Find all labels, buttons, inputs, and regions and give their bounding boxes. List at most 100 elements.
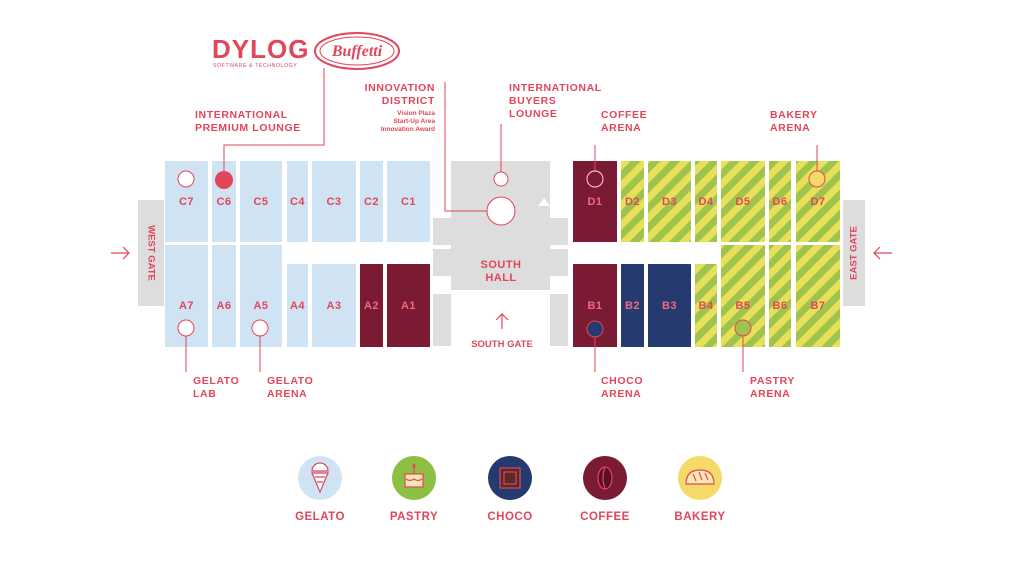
pastry-arena-label-1: PASTRY [750,375,795,387]
west-gate-arrow-icon [111,246,130,260]
hall-block-c3 [312,161,356,242]
legend-label-pastry: PASTRY [390,511,438,523]
hall-b6[interactable]: B6 [769,245,791,347]
hall-label-d7: D7 [810,196,825,208]
legend-coffee: COFFEE [580,456,630,523]
legend-label-choco: CHOCO [487,511,532,523]
innovation-district-marker [486,196,516,226]
hall-c1[interactable]: C1 [387,161,430,242]
hall-c2[interactable]: C2 [360,161,383,242]
buffetti-logo: Buffetti [314,32,400,70]
choco-arena-marker [586,320,604,338]
hall-block-b3 [648,264,691,347]
hall-a3[interactable]: A3 [312,264,356,347]
hall-b4[interactable]: B4 [695,264,717,347]
hall-block-a6 [212,245,236,347]
dylog-tagline: SOFTWARE & TECHNOLOGY [213,63,297,69]
hall-b7[interactable]: B7 [796,245,840,347]
west-gate-label: WEST GATE [145,225,156,281]
south-gate-label: SOUTH GATE [471,339,533,350]
hall-block-d6 [769,161,791,242]
legend-label-coffee: COFFEE [580,511,630,523]
cake-icon [404,463,424,488]
bakery-arena-label-1: BAKERY [770,109,818,121]
west-gate: WEST GATE [111,200,164,306]
hall-d7[interactable]: D7 [796,161,840,242]
bakery-arena-label-2: ARENA [770,122,810,134]
choco-arena-label-2: ARENA [601,388,641,400]
hall-label-d2: D2 [625,196,640,208]
buffetti-wordmark: Buffetti [331,43,383,60]
hall-block-d1 [573,161,617,242]
innovation-district-label-1: INNOVATION [365,82,435,94]
bread-icon [685,469,715,485]
buyers-lounge-label-3: LOUNGE [509,108,558,120]
hall-label-c5: C5 [253,196,268,208]
hall-c5[interactable]: C5 [240,161,282,242]
hall-label-c2: C2 [364,196,379,208]
hall-d1[interactable]: D1 [573,161,617,242]
hall-label-b7: B7 [810,300,825,312]
hall-label-d6: D6 [772,196,787,208]
hall-d3[interactable]: D3 [648,161,691,242]
hall-label-b5: B5 [735,300,750,312]
legend-bakery: BAKERY [674,456,725,523]
legend-label-gelato: GELATO [295,511,345,523]
hall-label-a4: A4 [290,300,305,312]
hall-block-c4 [287,161,308,242]
hall-label-b1: B1 [587,300,602,312]
south-gate: SOUTH GATE [471,313,533,350]
hall-d5[interactable]: D5 [721,161,765,242]
ice-cream-cone-icon [311,462,329,494]
hall-label-d1: D1 [587,196,602,208]
hall-a4[interactable]: A4 [287,264,308,347]
hall-c4[interactable]: C4 [287,161,308,242]
hall-label-c7: C7 [179,196,194,208]
legend-label-bakery: BAKERY [674,511,725,523]
hall-d6[interactable]: D6 [769,161,791,242]
innovation-sub-1: Vision Plaza [397,110,435,117]
gelato-arena-label-1: GELATO [267,375,313,387]
gelato-marker [177,170,195,188]
legend-pastry: PASTRY [390,456,438,523]
legend-gelato: GELATO [295,456,345,523]
hall-label-d3: D3 [662,196,677,208]
hall-d4[interactable]: D4 [695,161,717,242]
hall-label-b4: B4 [698,300,713,312]
hall-label-c3: C3 [326,196,341,208]
bakery-arena-marker [808,170,826,188]
hall-label-a2: A2 [364,300,379,312]
hall-c3[interactable]: C3 [312,161,356,242]
hall-block-b2 [621,264,644,347]
buyers-lounge-label-2: BUYERS [509,95,556,107]
hall-a6[interactable]: A6 [212,245,236,347]
hall-block-a2 [360,264,383,347]
hall-block-a3 [312,264,356,347]
hall-block-c2 [360,161,383,242]
pastry-arena-label-2: ARENA [750,388,790,400]
hall-b2[interactable]: B2 [621,264,644,347]
hall-label-c1: C1 [401,196,416,208]
choco-arena-label-1: CHOCO [601,375,643,387]
hall-label-a6: A6 [216,300,231,312]
hall-label-b6: B6 [772,300,787,312]
gelato-arena-label-2: ARENA [267,388,307,400]
south-gate-arrow-icon [495,313,509,329]
hall-b3[interactable]: B3 [648,264,691,347]
hall-block-c1 [387,161,430,242]
hall-label-b2: B2 [625,300,640,312]
gelato-lab-label-1: GELATO [193,375,239,387]
gelato-lab-marker [177,319,195,337]
hall-a2[interactable]: A2 [360,264,383,347]
hall-block-d5 [721,161,765,242]
hall-a1[interactable]: A1 [387,264,430,347]
dylog-logo: DYLOG SOFTWARE & TECHNOLOGY [212,34,308,69]
hall-block-d3 [648,161,691,242]
hall-d2[interactable]: D2 [621,161,644,242]
south-hall-label-2: HALL [485,272,516,284]
south-hall[interactable]: SOUTH HALL [433,161,568,346]
buyers-lounge-marker [493,171,509,187]
area-markers [177,170,826,338]
hall-label-b3: B3 [662,300,677,312]
east-gate-arrow-icon [873,246,892,260]
